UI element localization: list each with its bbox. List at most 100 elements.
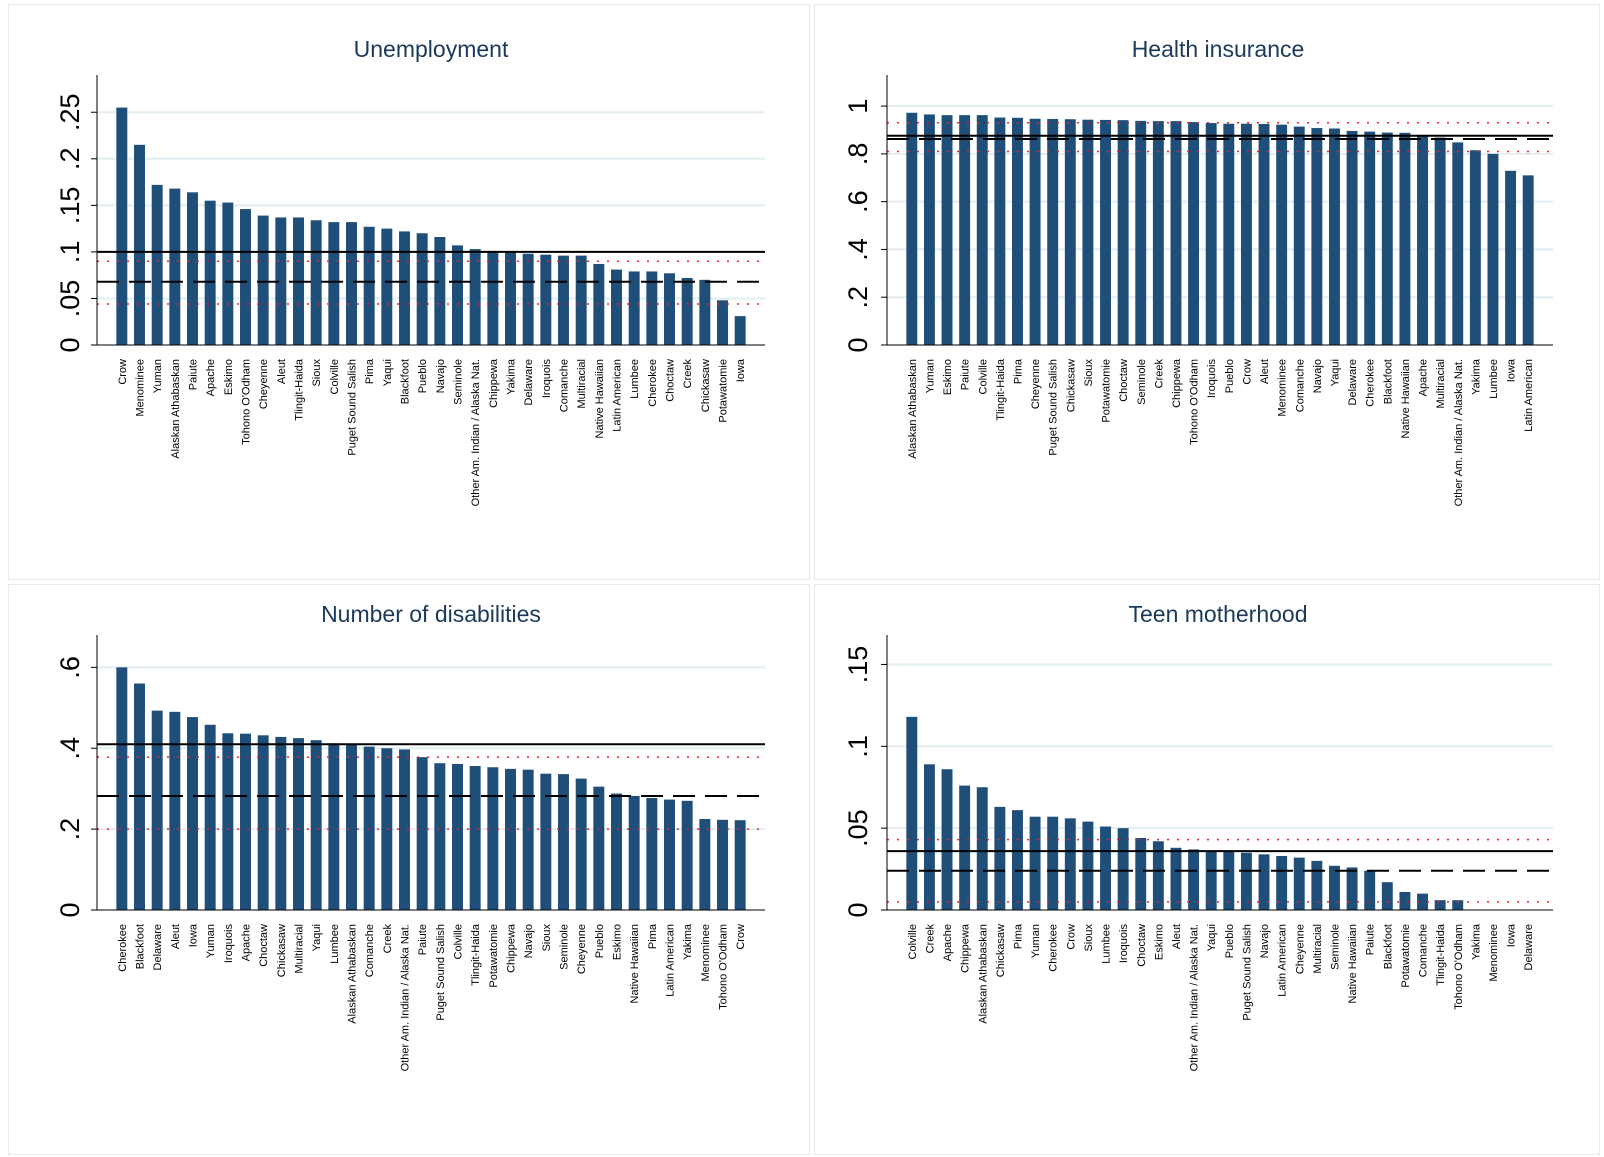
chart-title: Unemployment [354, 36, 509, 62]
bar [310, 220, 322, 345]
x-tick-label: Cherokee [117, 924, 129, 972]
y-tick-label: .1 [55, 241, 85, 264]
x-tick-label: Creek [1153, 359, 1165, 389]
x-tick-label: Yuman [205, 924, 217, 958]
bar [363, 746, 375, 910]
bar [1135, 120, 1147, 346]
x-tick-label: Native Hawaiian [629, 924, 641, 1003]
x-tick-label: Alaskan Athabaskan [977, 924, 989, 1024]
bar [522, 253, 534, 345]
bar [1117, 828, 1129, 910]
bar [1082, 821, 1094, 910]
x-tick-label: Latin American [1277, 924, 1289, 997]
bar [1452, 142, 1464, 345]
bar [1223, 851, 1235, 910]
chart-panel-health-insurance: Health insurance 0 .2 .4 .6 .8 1 Alaskan Athab… [814, 4, 1600, 580]
bar [1346, 130, 1358, 345]
y-tick-label: .2 [55, 148, 85, 171]
bar [1469, 150, 1481, 345]
x-tick-label: Eskimo [612, 924, 624, 960]
x-tick-label: Apache [241, 924, 253, 961]
chart-title: Teen motherhood [1128, 601, 1307, 627]
bar [399, 231, 410, 345]
bar [275, 736, 287, 910]
y-tick-label: 0 [843, 902, 873, 917]
x-tick-label: Menominee [135, 359, 147, 416]
x-tick-label: Multiracial [1312, 924, 1324, 974]
y-tick-label: .2 [55, 818, 85, 841]
x-tick-label: Chippewa [506, 923, 518, 973]
x-tick-label: Native Hawaiian [1347, 924, 1359, 1003]
x-tick-label: Navajo [1312, 359, 1324, 393]
x-tick-label: Colville [907, 924, 919, 959]
bar [1258, 123, 1270, 345]
chart-unemployment: Unemployment 0 .05 .1 .15 .2 .25 Crow Menominee… [55, 36, 765, 506]
x-tick-label: Cheyenne [576, 924, 588, 974]
x-tick-label: Choctaw [1136, 924, 1148, 967]
x-tick-label: Menominee [1488, 924, 1500, 981]
x-tick-label: Other Am. Indian / Alaska Nat. [1453, 359, 1465, 506]
y-tick-label: 0 [55, 902, 85, 917]
bar [575, 255, 587, 345]
bar [1258, 854, 1270, 910]
bar [399, 749, 410, 910]
bar [1522, 175, 1534, 345]
bar [1417, 893, 1428, 910]
x-tick-label: Sioux [541, 924, 553, 952]
chart-title: Health insurance [1132, 36, 1305, 62]
bar [1029, 816, 1041, 910]
bar [923, 764, 935, 910]
x-tick-label: Pima [364, 358, 376, 384]
x-tick-label: Sioux [1083, 924, 1095, 952]
bar [381, 228, 393, 345]
bar [416, 757, 428, 910]
plot-area: 0 .05 .1 .15 Colville Creek Apache Chippewa Alas… [843, 635, 1553, 1071]
x-tick-label: Colville [329, 359, 341, 394]
y-tick-label: .05 [55, 280, 85, 318]
x-tick-label: Tohono O'Odham [1189, 359, 1201, 445]
x-tick-label: Puget Sound Salish [1048, 359, 1060, 456]
bar [487, 250, 499, 345]
x-tick-label: Cheyenne [258, 359, 270, 409]
bar [452, 245, 463, 345]
y-tick-label: .2 [843, 286, 873, 309]
bar [487, 767, 499, 910]
x-tick-label: Latin American [612, 359, 624, 432]
x-tick-label: Navajo [523, 924, 535, 958]
bar [1205, 123, 1217, 345]
bar [469, 766, 481, 910]
x-tick-label: Colville [453, 924, 465, 959]
bar [976, 115, 988, 345]
bar [1381, 132, 1393, 345]
x-tick-label: Iowa [1506, 358, 1518, 382]
x-tick-label: Creek [382, 924, 394, 954]
x-tick-label: Tlingit-Haida [294, 358, 306, 421]
x-tick-label: Pueblo [1224, 924, 1236, 958]
bar [1135, 837, 1147, 910]
y-tick-label: 1 [843, 99, 873, 114]
bar [293, 738, 304, 910]
x-tick-label: Aleut [276, 359, 288, 384]
x-tick-label: Multiracial [294, 924, 306, 974]
bar [1100, 119, 1111, 346]
x-tick-label: Potawatomie [488, 924, 500, 988]
bar [1188, 849, 1200, 910]
x-tick-label: Potawatomie [718, 359, 730, 423]
x-tick-label: Chickasaw [1065, 359, 1077, 412]
x-tick-label: Yuman [1030, 924, 1042, 958]
y-tick-label: .6 [843, 190, 873, 213]
y-tick-label: 0 [843, 337, 873, 352]
bar [1029, 118, 1041, 345]
x-tick-label: Seminole [453, 359, 465, 405]
bar [558, 255, 569, 345]
x-tick-label: Puget Sound Salish [435, 924, 447, 1021]
x-tick-label: Other Am. Indian / Alaska Nat. [470, 359, 482, 506]
x-tick-label: Blackfoot [1382, 359, 1394, 404]
x-tick-label: Seminole [559, 924, 571, 970]
x-tick-label: Blackfoot [135, 924, 147, 969]
y-tick-label: .1 [843, 735, 873, 758]
y-tick-label: .4 [843, 238, 873, 261]
bar [593, 786, 605, 910]
x-tick-label: Tohono O'Odham [718, 924, 730, 1010]
x-tick-label: Menominee [1277, 359, 1289, 416]
